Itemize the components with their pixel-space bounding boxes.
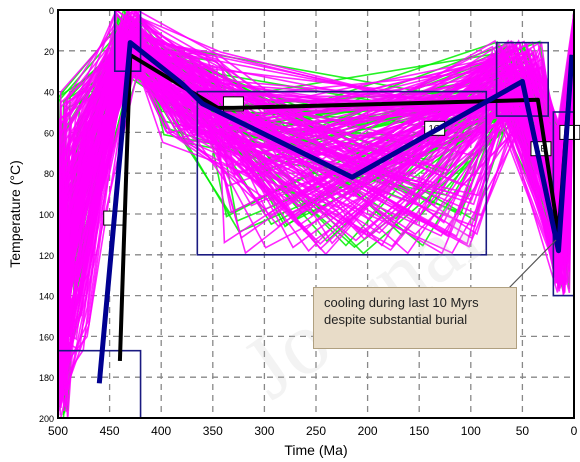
constraint-label-box <box>559 124 580 140</box>
envelope-path <box>59 27 574 321</box>
callout-line-2: despite substantial burial <box>324 312 468 327</box>
callout-leader-line <box>504 239 557 293</box>
y-tick-label: 120 <box>39 251 54 261</box>
y-tick-label: 80 <box>44 169 54 179</box>
callout-line-1: cooling during last 10 Myrs <box>324 295 479 310</box>
y-tick-label: 200 <box>39 414 54 424</box>
envelope-path <box>58 18 574 242</box>
x-tick-label: 0 <box>571 424 578 438</box>
y-tick-label: 60 <box>44 128 54 138</box>
y-tick-label: 0 <box>49 6 54 16</box>
constraint-box <box>196 90 488 256</box>
summary-paths <box>96 40 574 384</box>
axis-ticks: 500 450 400 350 300 250 200 150 100 50 00204060801… <box>39 6 578 438</box>
x-tick-label: 50 <box>516 424 530 438</box>
x-tick-label: 350 <box>203 424 223 438</box>
envelope-path <box>58 16 574 349</box>
x-tick-label: 300 <box>254 424 274 438</box>
x-tick-label: 250 <box>306 424 326 438</box>
y-tick-label: 140 <box>39 292 54 302</box>
annotation-callout: cooling during last 10 Myrs despite subs… <box>313 287 517 349</box>
x-tick-label: 150 <box>409 424 429 438</box>
y-axis-label: Temperature (°C) <box>7 160 23 268</box>
y-tick-label: 40 <box>44 88 54 98</box>
y-tick-label: 180 <box>39 373 54 383</box>
x-tick-label: 500 <box>48 424 68 438</box>
constraint-label: 1E <box>535 144 546 154</box>
y-tick-label: 100 <box>39 210 54 220</box>
plot-frame <box>57 9 575 419</box>
x-tick-label: 100 <box>461 424 481 438</box>
envelope-path <box>58 24 574 324</box>
x-tick-label: 450 <box>100 424 120 438</box>
y-tick-label: 160 <box>39 332 54 342</box>
x-axis-label: Time (Ma) <box>284 442 347 458</box>
y-tick-label: 20 <box>44 47 54 57</box>
best-fit-path <box>96 40 574 384</box>
x-tick-label: 400 <box>151 424 171 438</box>
x-tick-label: 200 <box>358 424 378 438</box>
constraint-box <box>495 41 550 117</box>
